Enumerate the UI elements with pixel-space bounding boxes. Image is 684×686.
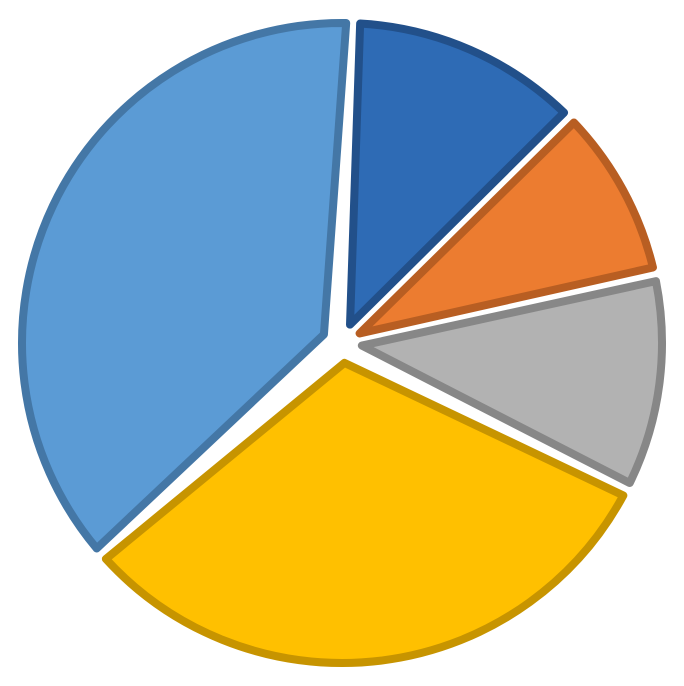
pie-chart xyxy=(0,0,684,686)
